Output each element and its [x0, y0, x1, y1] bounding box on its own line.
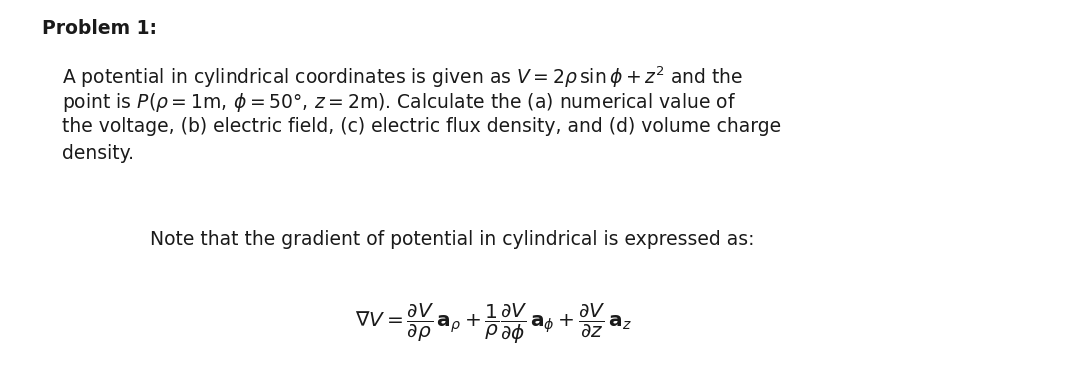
Text: $\nabla V = \dfrac{\partial V}{\partial \rho}\,\mathbf{a}_\rho + \dfrac{1}{\rho}: $\nabla V = \dfrac{\partial V}{\partial …	[355, 302, 632, 346]
Text: Note that the gradient of potential in cylindrical is expressed as:: Note that the gradient of potential in c…	[150, 230, 755, 249]
Text: Problem 1:: Problem 1:	[42, 19, 157, 38]
Text: A potential in cylindrical coordinates is given as $V = 2\rho\,\sin\phi + z^2$ a: A potential in cylindrical coordinates i…	[62, 64, 743, 89]
Text: density.: density.	[62, 144, 134, 162]
Text: the voltage, (b) electric field, (c) electric flux density, and (d) volume charg: the voltage, (b) electric field, (c) ele…	[62, 117, 781, 136]
Text: point is $P(\rho = 1\mathrm{m},\,\phi = 50°,\,z = 2\mathrm{m})$. Calculate the (: point is $P(\rho = 1\mathrm{m},\,\phi = …	[62, 91, 735, 113]
